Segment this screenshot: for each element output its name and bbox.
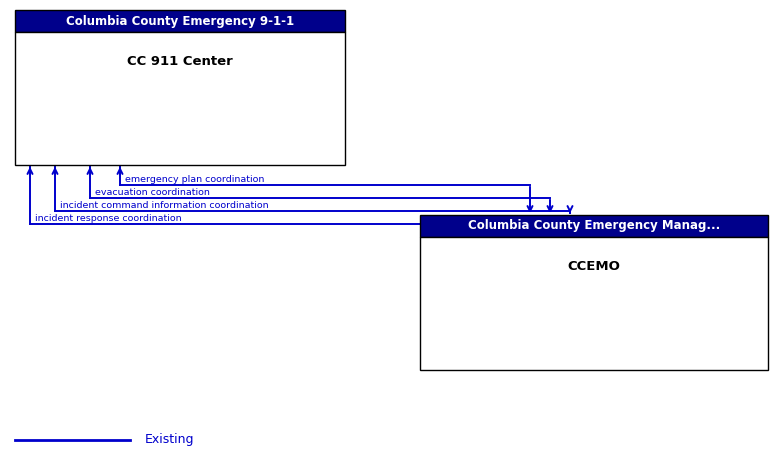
Text: incident command information coordination: incident command information coordinatio… [60, 201, 269, 210]
Text: emergency plan coordination: emergency plan coordination [125, 175, 265, 184]
Text: Columbia County Emergency 9-1-1: Columbia County Emergency 9-1-1 [66, 15, 294, 28]
Text: Columbia County Emergency Manag...: Columbia County Emergency Manag... [468, 219, 720, 233]
Text: CCEMO: CCEMO [568, 260, 620, 273]
Bar [15, 32, 345, 165]
Bar [420, 237, 768, 370]
Text: evacuation coordination: evacuation coordination [95, 188, 210, 197]
Text: Existing: Existing [145, 433, 194, 446]
Text: CC 911 Center: CC 911 Center [127, 55, 233, 68]
Bar [420, 215, 768, 237]
Text: incident response coordination: incident response coordination [35, 214, 182, 223]
Bar [15, 10, 345, 32]
